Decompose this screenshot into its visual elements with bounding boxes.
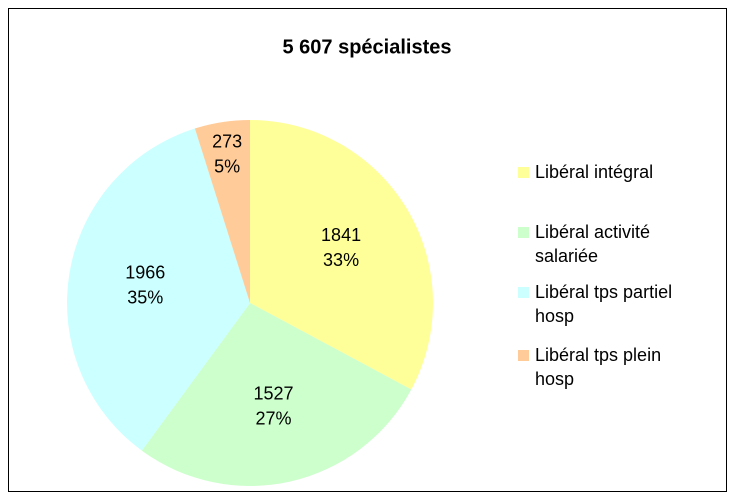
legend-entry: Libéral intégral <box>518 160 698 184</box>
value-label: 273 <box>212 131 242 151</box>
percent-label: 35% <box>127 287 163 307</box>
legend-swatch <box>518 350 529 361</box>
legend-entry: Libéral tps partiel hosp <box>518 280 698 328</box>
percent-label: 5% <box>214 156 240 176</box>
legend-swatch <box>518 227 529 238</box>
pie-slice <box>194 120 250 303</box>
legend-label: Libéral tps plein hosp <box>535 345 662 389</box>
legend-label: Libéral intégral <box>535 162 654 182</box>
value-label: 1966 <box>125 262 165 282</box>
legend-swatch <box>518 287 529 298</box>
value-label: 1527 <box>253 383 293 403</box>
percent-label: 33% <box>323 250 359 270</box>
pie-slice <box>141 303 412 487</box>
legend-label: Libéral activité salariée <box>535 222 651 266</box>
legend-label: Libéral tps partiel hosp <box>535 282 673 326</box>
legend-entry: Libéral tps plein hosp <box>518 343 698 391</box>
percent-label: 27% <box>255 408 291 428</box>
pie-slice <box>250 120 434 390</box>
chart-title: 5 607 spécialistes <box>282 36 451 58</box>
pie-slice <box>66 128 250 451</box>
legend-entry: Libéral activité salariée <box>518 220 698 268</box>
value-label: 1841 <box>321 225 361 245</box>
legend-swatch <box>518 167 529 178</box>
